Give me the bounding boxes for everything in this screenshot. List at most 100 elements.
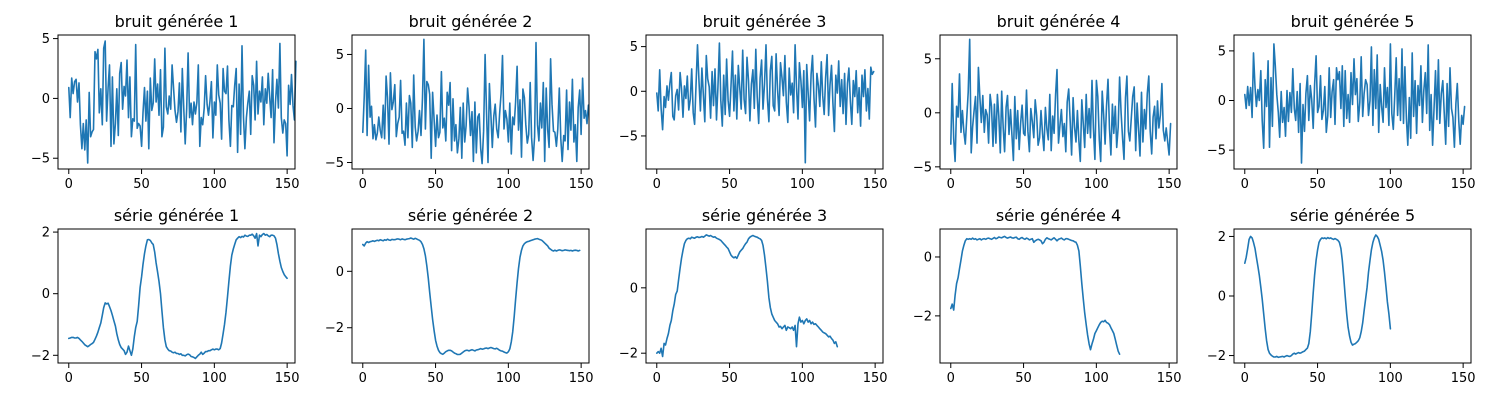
axes-frame [351,228,590,364]
x-tick-label: 150 [569,177,594,192]
subplot-title: bruit générée 5 [1291,12,1415,31]
subplot-title: bruit générée 2 [409,12,533,31]
axes-frame [645,34,884,170]
y-tick-label: −5 [1207,144,1226,159]
y-tick-label: 5 [1218,44,1226,59]
y-tick-label: 0 [336,265,344,280]
y-tick-label: 5 [336,48,344,63]
y-tick-label: 5 [924,52,932,67]
x-tick-label: 50 [721,371,738,386]
y-tick-label: 0 [630,281,638,296]
y-tick-label: 0 [630,85,638,100]
x-tick-label: 150 [863,177,888,192]
x-tick-label: 0 [65,177,73,192]
y-tick-label: −2 [325,321,344,336]
subplot-10: série générée 5 0 50 100 150 −2 0 2 [1207,206,1476,386]
y-tick-label: 2 [1218,230,1226,245]
x-tick-label: 150 [1451,371,1476,386]
x-tick-label: 100 [790,177,815,192]
x-tick-label: 50 [1015,177,1032,192]
x-tick-label: 100 [496,371,521,386]
x-tick-label: 150 [1451,177,1476,192]
x-tick-label: 100 [1378,177,1403,192]
axes-frame [1233,34,1472,170]
x-tick-label: 0 [359,177,367,192]
y-tick-label: −2 [31,349,50,364]
subplot-8: série générée 3 0 50 100 150 −2 0 [619,206,888,386]
y-tick-label: −2 [913,309,932,324]
x-tick-label: 100 [1378,371,1403,386]
x-tick-label: 150 [1157,177,1182,192]
axes-frame [939,228,1178,364]
series-line [361,38,590,165]
axes-frame [939,34,1178,170]
y-tick-label: 0 [42,287,50,302]
x-tick-label: 50 [721,177,738,192]
axes-frame [1233,228,1472,364]
x-tick-label: 0 [1241,371,1249,386]
series-line [949,235,1121,356]
y-tick-label: 0 [924,106,932,121]
axes-frame [645,228,884,364]
axes-frame [351,34,590,170]
x-tick-label: 50 [427,177,444,192]
y-tick-label: −5 [913,160,932,175]
y-tick-label: 0 [42,92,50,107]
x-tick-label: 150 [275,177,300,192]
y-tick-label: −2 [1207,349,1226,364]
y-tick-label: 2 [42,226,50,241]
x-tick-label: 100 [202,371,227,386]
x-tick-label: 0 [653,177,661,192]
subplot-5: bruit générée 5 0 50 100 150 −5 0 5 [1207,12,1476,192]
x-tick-label: 100 [202,177,227,192]
subplot-title: série générée 3 [702,206,827,225]
subplot-2: bruit générée 2 0 50 100 150 −5 0 5 [325,12,594,192]
x-tick-label: 0 [947,371,955,386]
x-tick-label: 150 [863,371,888,386]
series-line [1244,43,1466,164]
subplot-title: série générée 2 [408,206,533,225]
subplot-title: série générée 1 [114,206,239,225]
x-tick-label: 150 [1157,371,1182,386]
subplot-title: bruit générée 1 [115,12,239,31]
y-tick-label: 0 [336,102,344,117]
series-line [68,232,288,360]
y-tick-label: 0 [1218,94,1226,109]
series-line [949,38,1172,163]
subplot-6: série générée 1 0 50 100 150 −2 0 2 [31,206,300,386]
x-tick-label: 50 [133,371,150,386]
series-line [361,237,581,356]
subplot-9: série générée 4 0 50 100 150 −2 0 [913,206,1182,386]
x-tick-label: 100 [1084,177,1109,192]
series-line [1244,234,1392,359]
x-tick-label: 100 [790,371,815,386]
x-tick-label: 50 [133,177,150,192]
axes-frame [57,228,296,364]
subplot-4: bruit générée 4 0 50 100 150 −5 0 5 [913,12,1182,192]
x-tick-label: 100 [496,177,521,192]
y-tick-label: −2 [619,347,638,362]
subplot-title: série générée 5 [1290,206,1415,225]
y-tick-label: −5 [325,156,344,171]
subplot-1: bruit générée 1 0 50 100 150 −5 0 5 [31,12,300,192]
y-tick-label: 5 [42,32,50,47]
x-tick-label: 50 [427,371,444,386]
series-line [655,42,875,164]
x-tick-label: 0 [359,371,367,386]
x-tick-label: 50 [1309,177,1326,192]
x-tick-label: 150 [569,371,594,386]
subplot-title: bruit générée 4 [997,12,1121,31]
x-tick-label: 0 [65,371,73,386]
y-tick-label: −5 [31,152,50,167]
x-tick-label: 0 [947,177,955,192]
x-tick-label: 100 [1084,371,1109,386]
y-tick-label: 5 [630,40,638,55]
y-tick-label: −5 [619,129,638,144]
series-line [68,40,297,164]
x-tick-label: 50 [1309,371,1326,386]
x-tick-label: 0 [1241,177,1249,192]
x-tick-label: 50 [1015,371,1032,386]
subplot-title: bruit générée 3 [703,12,827,31]
x-tick-label: 150 [275,371,300,386]
